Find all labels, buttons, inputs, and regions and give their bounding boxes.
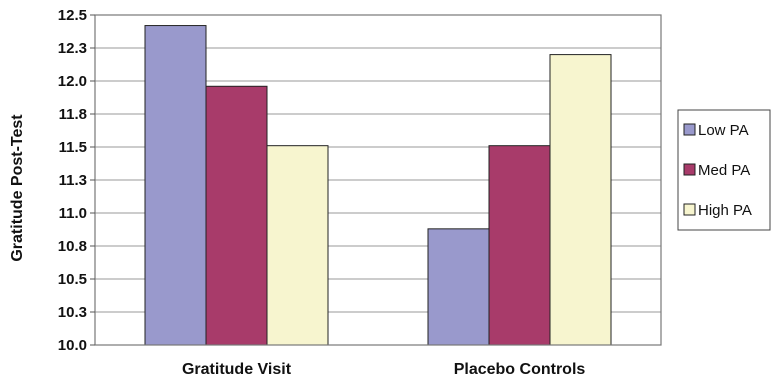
legend-label: High PA (698, 202, 752, 219)
y-tick-label: 10.3 (58, 304, 87, 321)
bars (144, 25, 612, 346)
legend: Low PA Med PA High PA (677, 109, 771, 231)
x-axis-categories: Gratitude Visit Placebo Controls (182, 361, 585, 378)
legend-swatch (683, 123, 696, 136)
x-category-label: Gratitude Visit (182, 361, 292, 378)
y-axis-label: Gratitude Post-Test (9, 114, 26, 262)
y-tick-label: 12.5 (58, 7, 87, 24)
legend-label: Med PA (698, 162, 750, 179)
y-tick-label: 12.0 (58, 73, 87, 90)
x-category-label: Placebo Controls (454, 361, 586, 378)
bar-med-pa (205, 85, 268, 346)
bar-low-pa (427, 228, 490, 346)
y-tick-label: 12.3 (58, 40, 87, 57)
y-tick-label: 10.8 (58, 238, 87, 255)
y-tick-label: 11.3 (59, 172, 87, 189)
y-tick-label: 11.0 (59, 205, 87, 222)
y-tick-label: 11.5 (59, 139, 87, 156)
bar-high-pa (266, 145, 329, 346)
bar-high-pa (549, 54, 612, 346)
y-tick-label: 10.0 (58, 337, 87, 354)
bar-med-pa (488, 145, 551, 346)
y-axis-ticks: 10.0 10.3 10.5 10.8 11.0 11.3 11.5 11.8 12.0 12.3… (58, 7, 95, 354)
y-tick-label: 10.5 (58, 271, 87, 288)
bar-low-pa (144, 25, 207, 346)
y-tick-label: 11.8 (59, 106, 87, 123)
legend-label: Low PA (698, 122, 749, 139)
legend-swatch (683, 163, 696, 176)
legend-swatch (683, 203, 696, 216)
